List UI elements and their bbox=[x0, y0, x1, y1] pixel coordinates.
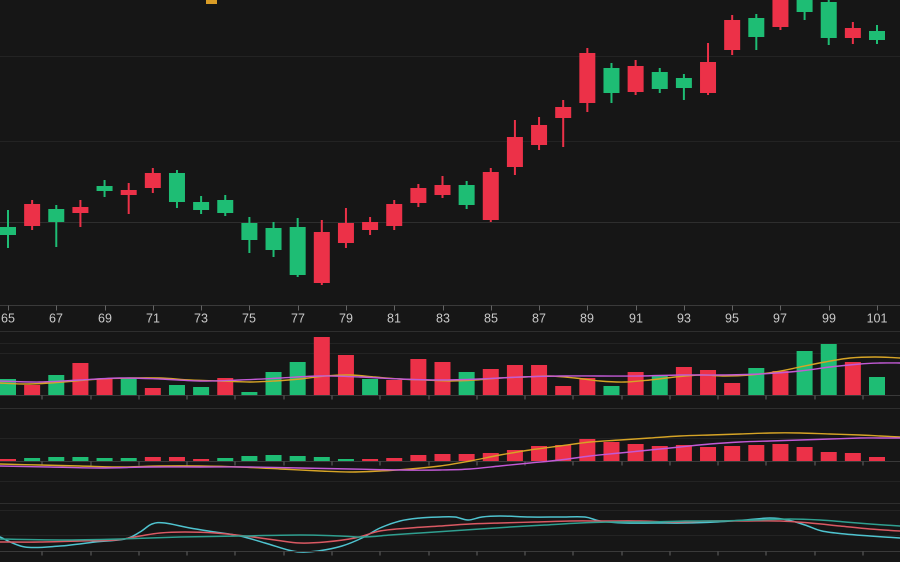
x-axis-label: 67 bbox=[49, 311, 63, 325]
top-marker bbox=[206, 0, 217, 4]
x-axis-label: 89 bbox=[580, 311, 594, 325]
x-axis-label: 95 bbox=[725, 311, 739, 325]
dea-line bbox=[0, 437, 900, 471]
main-candles bbox=[0, 0, 886, 285]
x-axis-label: 65 bbox=[1, 311, 15, 325]
x-axis-label: 85 bbox=[484, 311, 498, 325]
x-axis-label: 99 bbox=[822, 311, 836, 325]
x-axis-label: 75 bbox=[242, 311, 256, 325]
dif-line bbox=[0, 432, 900, 473]
x-axis-label: 87 bbox=[532, 311, 546, 325]
macd-panel bbox=[0, 432, 900, 473]
j-line bbox=[0, 515, 900, 553]
x-axis-label: 101 bbox=[867, 311, 888, 325]
d-line bbox=[0, 520, 900, 544]
vol-ma-mid-line bbox=[0, 362, 900, 383]
x-axis-label: 83 bbox=[436, 311, 450, 325]
x-axis-label: 77 bbox=[291, 311, 305, 325]
x-axis-label: 71 bbox=[146, 311, 160, 325]
x-axis-label: 73 bbox=[194, 311, 208, 325]
x-axis-label: 93 bbox=[677, 311, 691, 325]
kdj-panel bbox=[0, 503, 900, 556]
x-axis-label: 69 bbox=[98, 311, 112, 325]
x-axis-label: 97 bbox=[773, 311, 787, 325]
gridlines bbox=[0, 56, 900, 536]
volume-panel bbox=[0, 337, 900, 409]
x-axis-label: 81 bbox=[387, 311, 401, 325]
x-axis: 65 67 69 71 73 75 77 79 81 83 85 87 89 91 93 95 97 99 101 bbox=[0, 305, 900, 332]
x-axis-label: 91 bbox=[629, 311, 643, 325]
x-axis-label: 79 bbox=[339, 311, 353, 325]
k-line bbox=[0, 518, 900, 541]
